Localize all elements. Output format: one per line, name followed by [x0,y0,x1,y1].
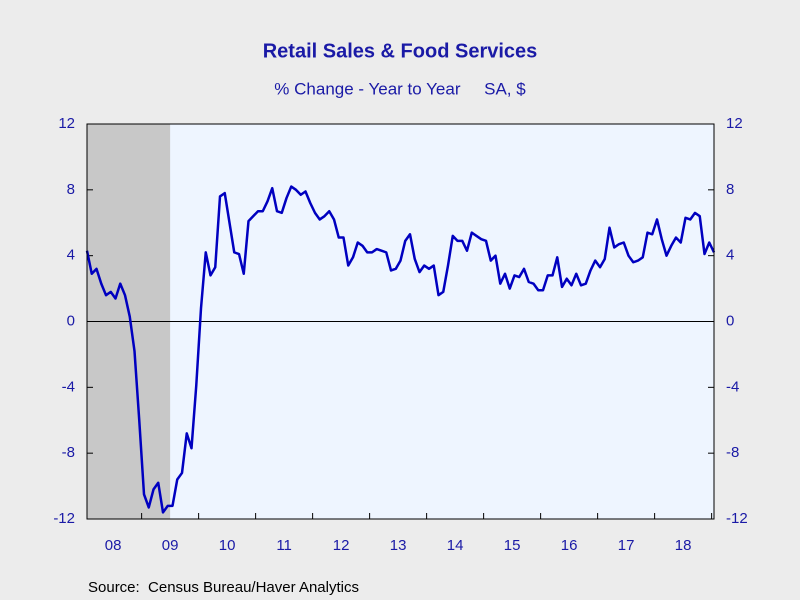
y2-tick-label: -8 [726,444,739,461]
y2-tick-label: 12 [726,115,743,132]
x-tick-label: 12 [333,537,350,554]
x-tick-label: 13 [390,537,407,554]
y-tick-label: 12 [58,115,75,132]
y-tick-label: -8 [62,444,75,461]
chart-title: Retail Sales & Food Services [263,40,538,62]
x-tick-label: 11 [276,537,292,554]
x-tick-label: 17 [618,537,635,554]
x-tick-label: 14 [447,537,464,554]
y2-tick-label: -4 [726,378,739,395]
y-tick-label: -12 [53,510,75,527]
x-tick-label: 08 [105,537,122,554]
y-tick-label: 0 [67,312,75,329]
x-tick-label: 15 [504,537,521,554]
plot-frame [86,123,715,520]
x-tick-label: 10 [219,537,236,554]
x-tick-label: 18 [675,537,692,554]
chart-subtitle: % Change - Year to Year SA, $ [274,79,526,98]
y2-tick-label: 4 [726,247,734,264]
y-tick-label: -4 [62,378,75,395]
x-tick-label: 09 [162,537,179,554]
y2-tick-label: -12 [726,510,748,527]
y-tick-label: 4 [67,247,75,264]
data-line [85,185,716,514]
y-tick-label: 8 [67,181,75,198]
source-note: Source: Census Bureau/Haver Analytics [88,579,359,596]
y2-tick-label: 8 [726,181,734,198]
y2-tick-label: 0 [726,312,734,329]
x-tick-label: 16 [561,537,578,554]
